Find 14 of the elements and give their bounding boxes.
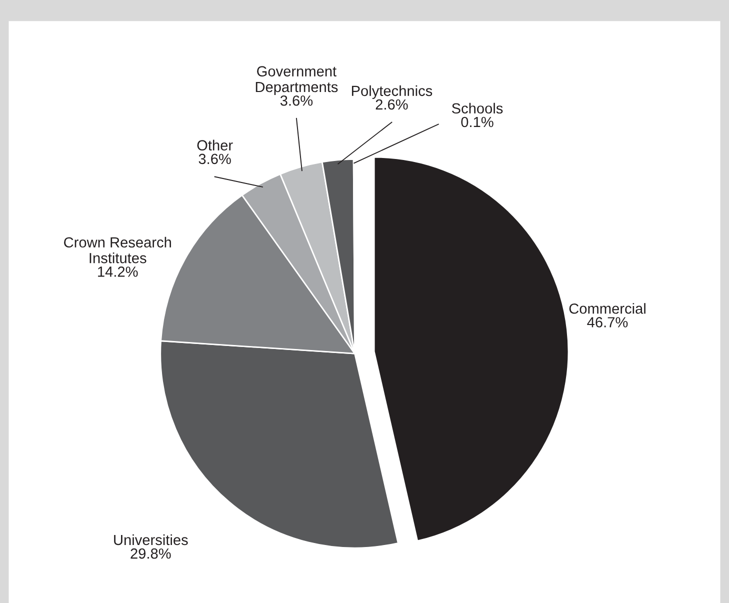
data-label: 0.1% <box>461 116 494 128</box>
data-label: 46.7% <box>587 317 628 328</box>
data-label: 3.6% <box>198 154 231 164</box>
slice-label: Commercial <box>569 303 646 314</box>
slice-label: Polytechnics <box>352 85 432 99</box>
data-label: 3.6% <box>280 95 313 106</box>
slice-label: Crown Research Institutes <box>64 236 171 264</box>
slice-label: Universities <box>114 534 188 546</box>
slice-label: Government Departments <box>256 66 338 96</box>
data-label: 2.6% <box>376 99 408 110</box>
slice-label: Other <box>197 140 233 150</box>
data-label: 29.8% <box>130 548 171 559</box>
slice-label: Schools <box>452 102 503 114</box>
data-label: 14.2% <box>98 266 138 277</box>
